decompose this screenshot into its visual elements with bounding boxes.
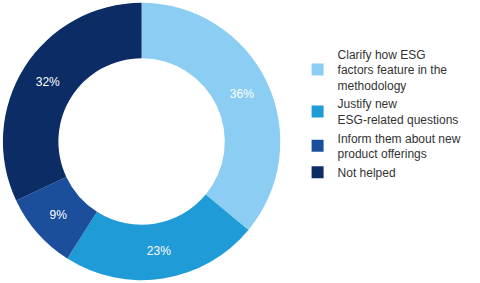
svg-text:36%: 36% bbox=[230, 87, 254, 101]
svg-text:23%: 23% bbox=[147, 244, 171, 258]
svg-text:Clarify how ESGfactors feature: Clarify how ESGfactors feature in themet… bbox=[338, 48, 448, 93]
svg-text:Not helped: Not helped bbox=[338, 166, 396, 180]
svg-text:Inform them about newproduct o: Inform them about newproduct offerings bbox=[338, 132, 461, 162]
svg-text:32%: 32% bbox=[36, 75, 60, 89]
svg-text:Justify newESG-related questio: Justify newESG-related questions bbox=[338, 97, 459, 127]
svg-text:9%: 9% bbox=[50, 208, 68, 222]
